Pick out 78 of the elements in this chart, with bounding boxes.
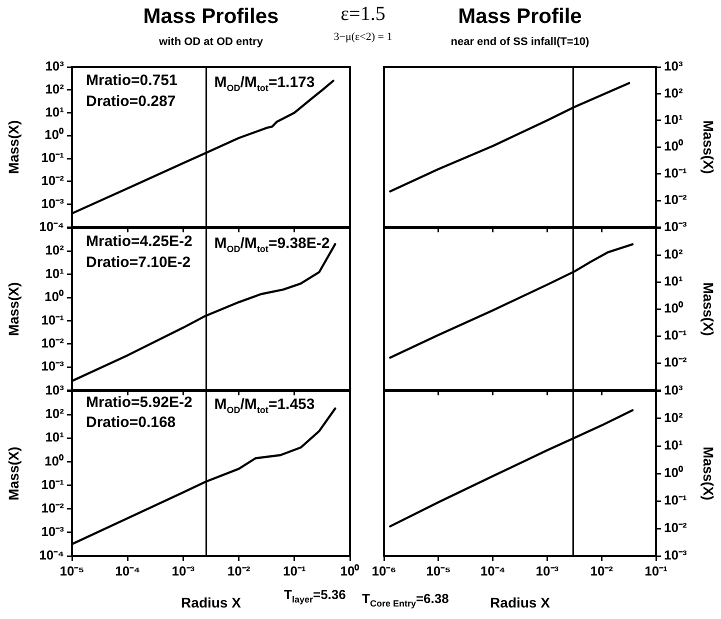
annotation: Dratio=7.10E-2	[86, 254, 191, 271]
x-tick-label: 10⁻⁴	[480, 563, 506, 578]
chart-subtitle: with OD at OD entry	[159, 36, 263, 48]
y-tick-label: 10²	[664, 246, 684, 262]
x-tick-label: 10⁰	[340, 563, 360, 578]
y-tick-label: 10⁻⁴	[39, 218, 64, 234]
x-tick-label: 10⁻³	[172, 563, 196, 578]
annotation: M$_{OD}$/M$_{tot}$=9.38E-2	[214, 235, 330, 254]
y-tick-label: 10⁻²	[41, 335, 65, 350]
x-tick-label: 10⁻¹	[644, 563, 668, 578]
y-axis-title: Mass(X)	[700, 282, 717, 336]
x-tick-label: 10⁻⁶	[372, 563, 396, 578]
y-tick-label: 10³	[45, 58, 65, 74]
y-tick-label: 10⁻³	[41, 196, 65, 211]
x-tick-label: 10⁻²	[590, 563, 614, 578]
y-tick-label: 10⁻⁴	[39, 548, 64, 563]
annotation: Mratio=4.25E-2	[86, 233, 192, 250]
x-axis-title: Radius X	[181, 594, 242, 610]
y-tick-label: 10¹	[45, 104, 64, 120]
x-axis-title: Radius X	[490, 594, 551, 610]
y-tick-label: 10⁰	[664, 300, 684, 316]
y-tick-label: 10¹	[664, 112, 683, 127]
text: ε=1.5	[340, 3, 386, 25]
y-tick-label: 10⁻³	[41, 524, 65, 540]
y-tick-label: 10⁻¹	[664, 328, 687, 343]
annotation: Dratio=0.168	[86, 414, 176, 431]
annotation: Mratio=0.751	[86, 72, 178, 89]
y-tick-label: 10⁰	[44, 453, 64, 468]
chart-title: Mass Profile	[457, 5, 583, 29]
y-tick-label: 10¹	[45, 266, 64, 281]
x-tick-label: 10⁻⁴	[115, 563, 140, 578]
y-tick-label: 10⁻²	[664, 192, 688, 208]
y-tick-label: 10⁻²	[41, 173, 65, 188]
y-tick-label: 10⁻¹	[664, 165, 687, 180]
y-tick-label: 10⁰	[44, 289, 64, 304]
y-tick-label: 10²	[45, 406, 65, 422]
chart-subtitle: near end of SS infall(T=10)	[450, 36, 590, 48]
y-axis-title: Mass(X)	[5, 120, 22, 174]
y-tick-label: 10²	[664, 85, 684, 100]
y-tick-label: 10⁻²	[41, 500, 65, 516]
annotation: Mratio=5.92E-2	[86, 394, 192, 411]
y-tick-label: 10¹	[664, 274, 683, 289]
y-tick-label: 10⁻¹	[41, 312, 64, 328]
y-tick-label: 10⁻³	[664, 548, 688, 563]
y-axis-title: Mass(X)	[5, 446, 22, 500]
y-axis-title: Mass(X)	[700, 446, 717, 500]
y-tick-label: 10⁰	[664, 465, 684, 480]
y-tick-label: 10⁻³	[41, 358, 65, 374]
y-tick-label: 10¹	[664, 438, 683, 453]
y-tick-label: 10⁰	[664, 138, 684, 154]
y-tick-label: 10⁻¹	[41, 476, 64, 492]
y-tick-label: 10¹	[45, 430, 64, 445]
y-tick-label: 10⁻³	[664, 218, 688, 234]
y-tick-label: 10⁰	[44, 127, 64, 142]
y-tick-label: 10³	[664, 382, 684, 398]
x-tick-label: 10⁻¹	[283, 563, 306, 578]
x-tick-label: 10⁻⁵	[60, 563, 84, 578]
y-tick-label: 10⁻¹	[41, 150, 64, 166]
chart-title: Mass Profiles	[143, 5, 279, 28]
y-tick-label: 10³	[664, 58, 684, 74]
y-axis-title: Mass(X)	[5, 282, 22, 336]
text: T$_{layer}$=5.36	[284, 587, 346, 605]
y-tick-label: 10²	[45, 242, 65, 258]
y-tick-label: 10⁻²	[664, 354, 688, 370]
y-tick-label: 10³	[45, 382, 65, 398]
text: 3−μ(ε<2) = 1	[334, 31, 392, 43]
y-tick-label: 10²	[45, 81, 65, 96]
y-tick-label: 10⁻²	[664, 520, 688, 536]
y-tick-label: 10²	[664, 410, 684, 426]
annotation: Dratio=0.287	[86, 93, 176, 110]
x-tick-label: 10⁻⁵	[426, 563, 451, 578]
y-tick-label: 10⁻¹	[664, 492, 687, 508]
annotation: M$_{OD}$/M$_{tot}$=1.173	[214, 74, 315, 93]
x-tick-label: 10⁻³	[536, 563, 560, 578]
annotation: M$_{OD}$/M$_{tot}$=1.453	[214, 396, 315, 415]
y-axis-title: Mass(X)	[700, 120, 717, 174]
text: T$_{Core Entry}$=6.38	[362, 591, 449, 609]
x-tick-label: 10⁻²	[227, 563, 251, 578]
